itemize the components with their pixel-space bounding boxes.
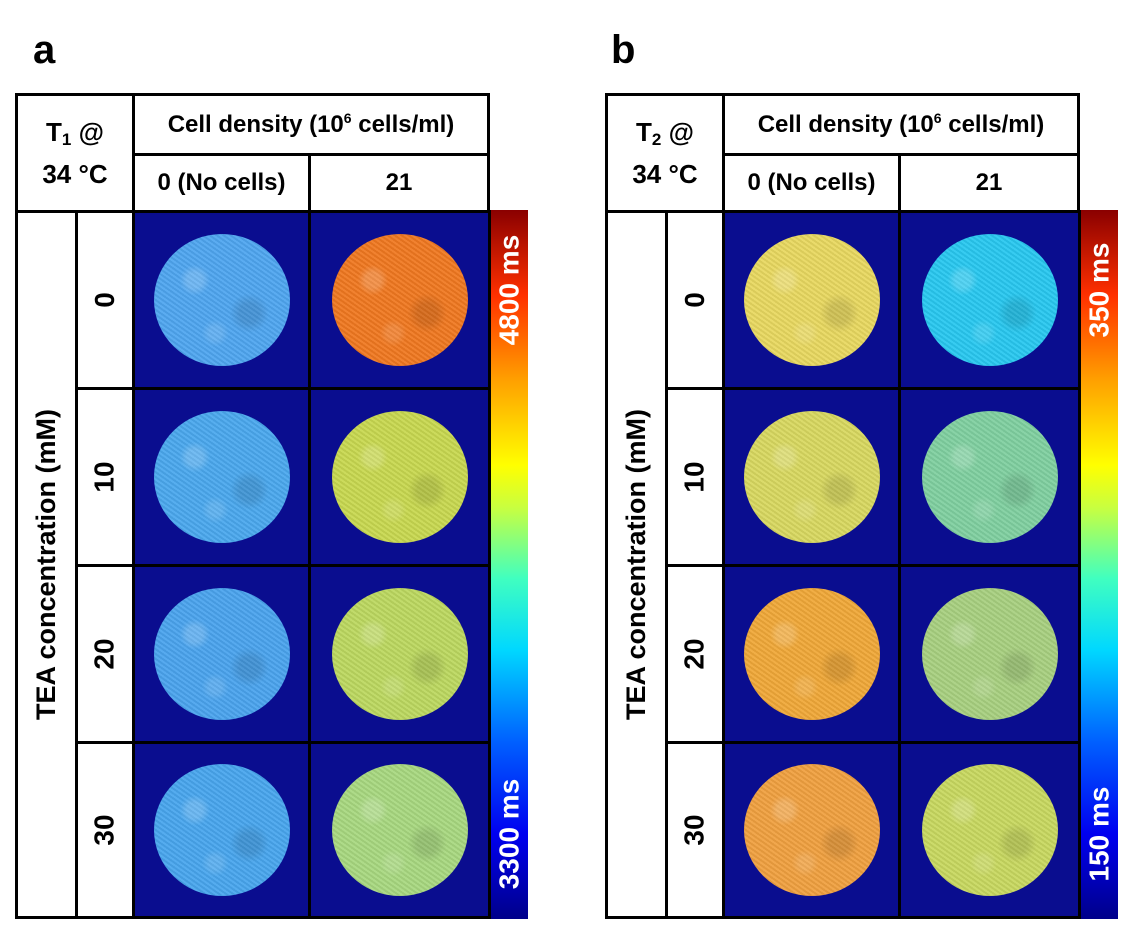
sample-disc [331,411,468,543]
image-cell [722,387,901,567]
sample-disc [743,411,880,543]
sample-disc [743,234,880,366]
image-cell [132,210,311,390]
colorbar: 4800 ms 3300 ms [491,210,528,919]
density-exponent: 6 [343,110,352,126]
image-cell [898,210,1081,390]
sample-disc [331,234,468,366]
sample-disc [921,411,1058,543]
density-header: Cell density (106 cells/ml) [722,93,1080,156]
image-cell [308,564,491,744]
param-symbol: T [46,117,62,147]
tea-axis-label: TEA concentration (mM) [605,210,668,919]
panel-a: T1 @34 °C Cell density (106 cells/ml) 0 … [15,93,528,919]
sample-disc [331,764,468,896]
image-cell [898,564,1081,744]
column-header-no-cells: 0 (No cells) [132,153,311,213]
image-cell [132,564,311,744]
parameter-header: T1 @34 °C [15,93,135,213]
image-cell [132,741,311,919]
sample-disc [153,588,290,720]
column-header-no-cells: 0 (No cells) [722,153,901,213]
panel-a-label: a [33,28,56,72]
image-cell [898,387,1081,567]
image-cell [722,741,901,919]
colorbar-max-label: 4800 ms [493,234,525,346]
colorbar-max-label: 350 ms [1083,242,1115,338]
row-label-10: 10 [75,387,135,567]
colorbar-min-label: 3300 ms [493,778,525,890]
at-symbol: @ [668,117,694,147]
row-label-20: 20 [665,564,725,744]
row-label-30: 30 [665,741,725,919]
temperature: 34 °C [632,159,698,189]
image-cell [898,741,1081,919]
colorbar-min-label: 150 ms [1083,786,1115,882]
sample-disc [153,234,290,366]
sample-disc [153,764,290,896]
image-cell [722,210,901,390]
param-subscript: 1 [61,130,72,149]
sample-disc [921,764,1058,896]
column-header-21: 21 [308,153,490,213]
sample-disc [153,411,290,543]
panel-b-label: b [611,28,636,72]
sample-disc [743,764,880,896]
row-label-0: 0 [665,210,725,390]
density-header: Cell density (106 cells/ml) [132,93,490,156]
image-cell [308,210,491,390]
param-subscript: 2 [651,130,662,149]
sample-disc [743,588,880,720]
column-header-21: 21 [898,153,1080,213]
param-symbol: T [636,117,652,147]
image-cell [308,387,491,567]
image-cell [722,564,901,744]
tea-axis-label: TEA concentration (mM) [15,210,78,919]
density-exponent: 6 [933,110,942,126]
row-label-0: 0 [75,210,135,390]
image-cell [308,741,491,919]
row-label-20: 20 [75,564,135,744]
sample-disc [921,588,1058,720]
row-label-10: 10 [665,387,725,567]
row-label-30: 30 [75,741,135,919]
colorbar: 350 ms 150 ms [1081,210,1118,919]
temperature: 34 °C [42,159,108,189]
panel-b: T2 @34 °C Cell density (106 cells/ml) 0 … [605,93,1118,919]
parameter-header: T2 @34 °C [605,93,725,213]
image-cell [132,387,311,567]
sample-disc [331,588,468,720]
at-symbol: @ [78,117,104,147]
sample-disc [921,234,1058,366]
